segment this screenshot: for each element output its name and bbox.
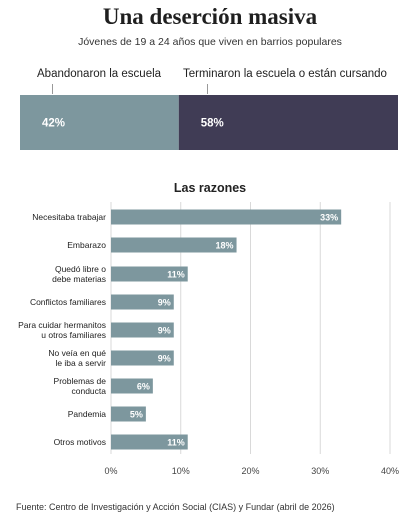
bar-value-label-3: 9% bbox=[158, 298, 171, 308]
chart-subtitle: Jóvenes de 19 a 24 años que viven en bar… bbox=[78, 36, 342, 48]
stacked-series-label-left: Abandonaron la escuela bbox=[37, 68, 162, 80]
category-label-5-line-1: le iba a servir bbox=[55, 358, 106, 368]
category-label-2-line-0: Quedó libre o bbox=[55, 264, 106, 274]
stacked-value-label-1: 58% bbox=[201, 118, 224, 130]
bar-5 bbox=[111, 350, 174, 366]
category-label-3: Conflictos familiares bbox=[30, 297, 106, 307]
x-tick-label-4: 40% bbox=[381, 466, 399, 476]
category-label-1: Embarazo bbox=[67, 240, 106, 250]
x-tick-label-3: 30% bbox=[311, 466, 329, 476]
bar-value-label-6: 6% bbox=[137, 382, 150, 392]
category-label-6-line-0: Problemas de bbox=[54, 376, 107, 386]
category-label-7: Pandemia bbox=[68, 409, 107, 419]
category-label-0: Necesitaba trabajar bbox=[32, 212, 106, 222]
category-label-5-line-0: No veía en qué bbox=[48, 348, 106, 358]
bar-4 bbox=[111, 322, 174, 338]
bar-0 bbox=[111, 209, 342, 225]
label-pointer-left bbox=[52, 84, 53, 94]
bar-value-label-1: 18% bbox=[216, 241, 234, 251]
bar-value-label-8: 11% bbox=[167, 438, 185, 448]
bar-value-label-4: 9% bbox=[158, 326, 171, 336]
stacked-value-label-0: 42% bbox=[42, 118, 65, 130]
bar-6 bbox=[111, 378, 153, 394]
bar-7 bbox=[111, 406, 146, 422]
category-label-4-line-1: u otros familiares bbox=[41, 330, 106, 340]
bar-8 bbox=[111, 434, 188, 450]
chart-title: Una deserción masiva bbox=[102, 4, 318, 29]
category-label-6-line-1: conducta bbox=[72, 386, 107, 396]
stacked-segment-0 bbox=[20, 95, 179, 150]
bar-1 bbox=[111, 237, 237, 253]
category-label-8: Otros motivos bbox=[54, 437, 106, 447]
stacked-series-label-right: Terminaron la escuela o están cursando bbox=[183, 68, 387, 80]
x-tick-label-2: 20% bbox=[241, 466, 259, 476]
source-footnote: Fuente: Centro de Investigación y Acción… bbox=[16, 502, 335, 512]
bar-3 bbox=[111, 294, 174, 310]
reasons-chart-title: Las razones bbox=[174, 181, 246, 195]
x-tick-label-0: 0% bbox=[104, 466, 117, 476]
category-label-2-line-1: debe materias bbox=[52, 274, 106, 284]
bar-value-label-7: 5% bbox=[130, 410, 143, 420]
label-pointer-right bbox=[207, 84, 208, 94]
x-tick-label-1: 10% bbox=[172, 466, 190, 476]
stacked-segment-1 bbox=[178, 95, 398, 150]
bar-value-label-0: 33% bbox=[320, 213, 338, 223]
bar-value-label-2: 11% bbox=[167, 270, 185, 280]
bar-value-label-5: 9% bbox=[158, 354, 171, 364]
category-label-4-line-0: Para cuidar hermanitos bbox=[18, 320, 106, 330]
bar-2 bbox=[111, 266, 188, 282]
